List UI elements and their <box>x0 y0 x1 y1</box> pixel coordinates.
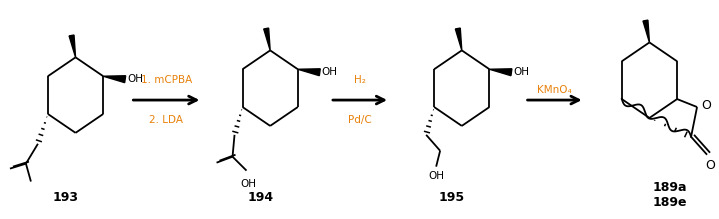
Text: OH: OH <box>428 171 444 181</box>
Text: H₂: H₂ <box>354 75 366 85</box>
Text: 194: 194 <box>247 191 273 204</box>
Polygon shape <box>264 28 270 50</box>
Text: 189e: 189e <box>652 196 687 209</box>
Text: Pd/C: Pd/C <box>348 115 372 125</box>
Polygon shape <box>104 76 126 83</box>
Polygon shape <box>69 35 75 57</box>
Polygon shape <box>455 28 462 50</box>
Polygon shape <box>490 69 512 76</box>
Text: OH: OH <box>240 178 257 189</box>
Polygon shape <box>643 20 649 42</box>
Text: 193: 193 <box>52 191 78 204</box>
Text: 2. LDA: 2. LDA <box>150 115 183 125</box>
Text: KMnO₄: KMnO₄ <box>537 85 572 95</box>
Text: O: O <box>705 159 715 172</box>
Text: OH: OH <box>322 67 338 77</box>
Text: OH: OH <box>513 67 529 77</box>
Text: 195: 195 <box>439 191 465 204</box>
Text: 189a: 189a <box>652 182 687 194</box>
Text: O: O <box>701 99 711 111</box>
Text: 1. mCPBA: 1. mCPBA <box>141 75 192 85</box>
Text: OH: OH <box>127 74 143 84</box>
Polygon shape <box>298 69 320 76</box>
